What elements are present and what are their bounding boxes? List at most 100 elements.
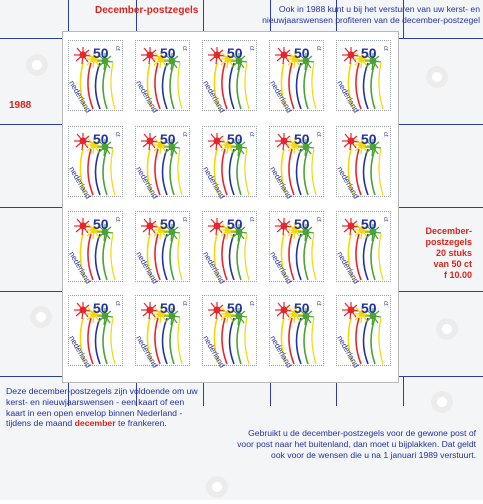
gutter-line (136, 376, 137, 406)
stamp-unit: ct (315, 301, 321, 306)
fireworks-illustration (74, 218, 116, 281)
stamp-denomination: 50 (160, 216, 176, 232)
stamp: 50 ct nederland (67, 295, 123, 369)
sheet-title: December-postzegels (95, 5, 199, 16)
stamp-denomination: 50 (361, 131, 377, 147)
stamp: 50 ct nederland (201, 211, 257, 285)
fireworks-illustration (342, 302, 384, 365)
fireworks-illustration (342, 133, 384, 196)
stamp-denomination: 50 (160, 300, 176, 316)
fireworks-illustration (275, 302, 317, 365)
stamp: 50 ct nederland (335, 295, 391, 369)
fireworks-illustration (275, 218, 317, 281)
price-line: December- (425, 226, 472, 236)
fireworks-illustration (208, 133, 250, 196)
stamp: 50 ct nederland (201, 40, 257, 114)
stamp: 50 ct nederland (268, 40, 324, 114)
stamp: 50 ct nederland (67, 126, 123, 200)
stamp-unit: ct (114, 132, 120, 137)
stamp-denomination: 50 (294, 45, 310, 61)
stamp-denomination: 50 (294, 131, 310, 147)
gutter-line (203, 0, 204, 38)
stamp-unit: ct (248, 301, 254, 306)
bottom-right-note: Gebruikt u de december-postzegels voor d… (237, 428, 476, 460)
top-description: Ook in 1988 kunt u bij het versturen van… (262, 4, 480, 25)
stamp-unit: ct (315, 132, 321, 137)
bottom-left-note: Deze december-postzegels zijn voldoende … (6, 386, 202, 429)
stamp-denomination: 50 (361, 300, 377, 316)
stamp: 50 ct nederland (335, 40, 391, 114)
gutter-line (136, 0, 137, 38)
stamp-denomination: 50 (93, 45, 109, 61)
stamp: 50 ct nederland (67, 40, 123, 114)
stamp: 50 ct nederland (335, 126, 391, 200)
stamp-denomination: 50 (361, 216, 377, 232)
stamp-unit: ct (114, 46, 120, 51)
stamp: 50 ct nederland (268, 211, 324, 285)
price-line: f 10.00 (443, 270, 472, 280)
stamp: 50 ct nederland (335, 211, 391, 285)
fireworks-illustration (141, 302, 183, 365)
price-line: van 50 ct (433, 259, 472, 269)
stamp: 50 ct nederland (134, 126, 190, 200)
stamp-denomination: 50 (93, 216, 109, 232)
stamp-denomination: 50 (294, 300, 310, 316)
decorative-burst (20, 48, 54, 82)
decorative-burst (24, 300, 58, 334)
gutter-line (403, 0, 404, 38)
stamp-denomination: 50 (160, 45, 176, 61)
fireworks-illustration (342, 218, 384, 281)
stamp-unit: ct (181, 301, 187, 306)
stamp-denomination: 50 (227, 45, 243, 61)
fireworks-illustration (74, 133, 116, 196)
fireworks-illustration (275, 47, 317, 110)
price-line: 20 stuks (435, 248, 472, 258)
stamp-unit: ct (248, 132, 254, 137)
stamp: 50 ct nederland (134, 40, 190, 114)
note-text: Deze december-postzegels zijn voldoende … (6, 386, 198, 429)
stamp-denomination: 50 (361, 45, 377, 61)
stamp-denomination: 50 (294, 216, 310, 232)
fireworks-illustration (342, 47, 384, 110)
note-text: te frankeren. (115, 418, 167, 429)
stamp: 50 ct nederland (201, 126, 257, 200)
stamp-unit: ct (382, 46, 388, 51)
stamp: 50 ct nederland (201, 295, 257, 369)
stamp: 50 ct nederland (268, 295, 324, 369)
year-label: 1988 (9, 100, 32, 111)
stamp-unit: ct (382, 132, 388, 137)
fireworks-illustration (74, 302, 116, 365)
decorative-burst (425, 385, 459, 419)
stamp-unit: ct (382, 217, 388, 222)
fireworks-illustration (141, 47, 183, 110)
sheet-price-info: December- postzegels 20 stuks van 50 ct … (400, 226, 472, 281)
stamp-unit: ct (114, 301, 120, 306)
stamp-unit: ct (181, 46, 187, 51)
stamp-unit: ct (315, 46, 321, 51)
fireworks-illustration (275, 133, 317, 196)
gutter-line (270, 0, 271, 38)
fireworks-illustration (208, 218, 250, 281)
gutter-line (403, 376, 404, 406)
stamp-unit: ct (248, 217, 254, 222)
fireworks-illustration (208, 47, 250, 110)
stamp: 50 ct nederland (268, 126, 324, 200)
fireworks-illustration (74, 47, 116, 110)
stamp-denomination: 50 (227, 300, 243, 316)
decorative-burst (420, 60, 454, 94)
stamp-unit: ct (181, 132, 187, 137)
stamp-unit: ct (114, 217, 120, 222)
stamp: 50 ct nederland (67, 211, 123, 285)
gutter-line (68, 376, 69, 406)
gutter-line (68, 0, 69, 38)
gutter-line (203, 376, 204, 406)
stamp-denomination: 50 (93, 300, 109, 316)
fireworks-illustration (208, 302, 250, 365)
fireworks-illustration (141, 218, 183, 281)
stamp-denomination: 50 (160, 131, 176, 147)
note-highlight: december (74, 418, 116, 429)
stamp-block: 50 ct nederland (62, 31, 399, 383)
stamp-denomination: 50 (227, 216, 243, 232)
gutter-line (270, 376, 271, 406)
